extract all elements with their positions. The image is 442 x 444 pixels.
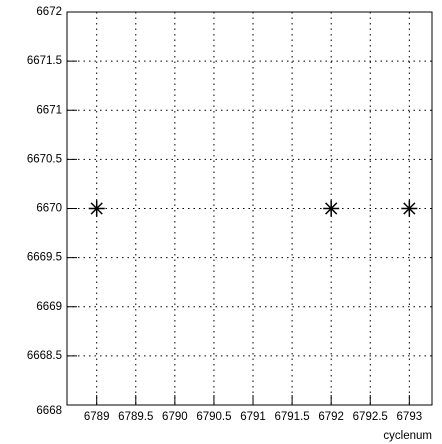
x-axis-label: cyclenum (383, 430, 432, 442)
y-tick-label: 6671.5 (27, 55, 62, 67)
y-tick-label: 6668.5 (27, 350, 62, 362)
y-tick-label: 6671 (36, 104, 62, 116)
x-tick-label: 6793 (397, 411, 423, 423)
point (323, 200, 340, 217)
x-tick-label: 6789.5 (118, 411, 153, 423)
y-tick-label: 6670.5 (27, 153, 62, 165)
x-tick-label: 6790.5 (196, 411, 231, 423)
x-tick-label: 6792 (318, 411, 344, 423)
x-tick-label: 6791.5 (275, 411, 310, 423)
y-tick-label: 6670 (36, 203, 62, 215)
x-tick-label: 6792.5 (353, 411, 388, 423)
x-tick-label: 6790 (162, 411, 188, 423)
x-tick-label: 6791 (240, 411, 266, 423)
point (401, 200, 418, 217)
y-tick-label: 6669 (36, 301, 62, 313)
point (88, 200, 105, 217)
y-tick-label: 6672 (36, 6, 62, 18)
x-tick-label: 6789 (84, 411, 110, 423)
plot-frame (66, 11, 433, 406)
y-tick-label: 6669.5 (27, 252, 62, 264)
y-tick-label: 6668 (36, 405, 62, 417)
